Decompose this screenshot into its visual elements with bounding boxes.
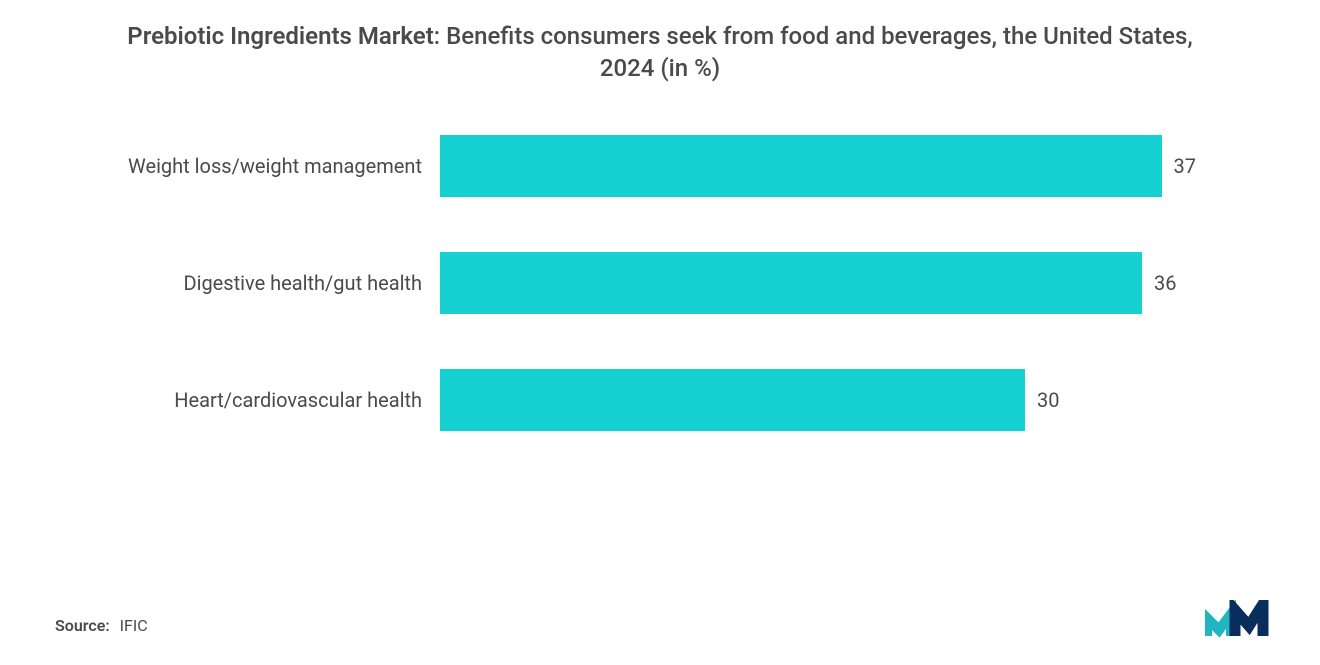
bar-row: Heart/cardiovascular health 30: [100, 369, 1220, 431]
category-label: Heart/cardiovascular health: [100, 388, 440, 412]
bar-row: Digestive health/gut health 36: [100, 252, 1220, 314]
bar-row: Weight loss/weight management 37: [100, 135, 1220, 197]
bar-track: 37: [440, 135, 1220, 197]
chart-title-bold: Prebiotic Ingredients Market: [127, 22, 433, 50]
bar-track: 36: [440, 252, 1220, 314]
chart-frame: Prebiotic Ingredients Market: Benefits c…: [0, 0, 1320, 665]
bar-value: 30: [1025, 388, 1059, 412]
chart-title-rest: : Benefits consumers seek from food and …: [434, 22, 1193, 82]
bar-chart: Weight loss/weight management 37 Digesti…: [40, 135, 1280, 431]
category-label: Weight loss/weight management: [100, 154, 440, 178]
source-footer: Source: IFIC: [55, 616, 148, 635]
source-label: Source:: [55, 616, 110, 635]
bar-track: 30: [440, 369, 1220, 431]
source-value: IFIC: [120, 616, 148, 635]
bar: [440, 252, 1142, 314]
category-label: Digestive health/gut health: [100, 271, 440, 295]
bar: [440, 369, 1025, 431]
bar: [440, 135, 1162, 197]
bar-value: 37: [1162, 154, 1196, 178]
chart-title: Prebiotic Ingredients Market: Benefits c…: [100, 20, 1220, 85]
bar-value: 36: [1142, 271, 1176, 295]
mordor-logo-icon: [1205, 600, 1275, 640]
